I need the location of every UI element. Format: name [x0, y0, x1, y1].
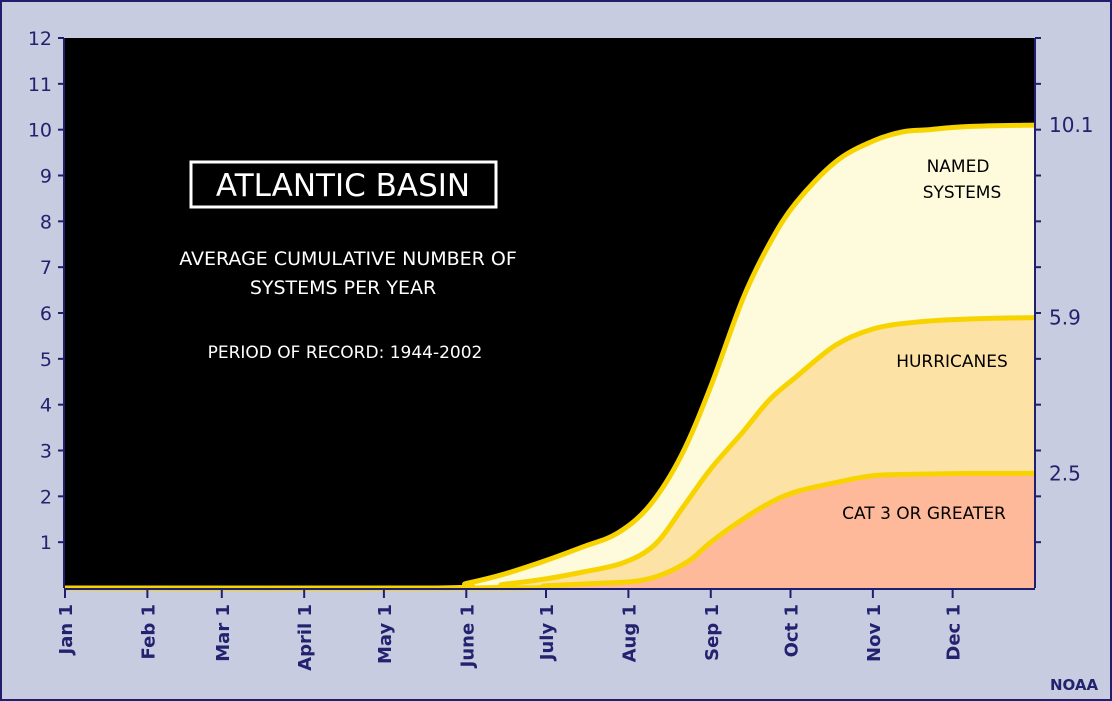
- y-tick-label: 5: [40, 349, 52, 371]
- series-label-named-line2: SYSTEMS: [923, 183, 1002, 203]
- x-tick-label: June 1: [457, 604, 478, 669]
- y-tick-label: 8: [40, 211, 52, 233]
- chart-subtitle-line1: AVERAGE CUMULATIVE NUMBER OF: [179, 248, 517, 270]
- series-label-cat3: CAT 3 OR GREATER: [842, 504, 1006, 524]
- y-tick-label: 2: [40, 486, 52, 508]
- y-tick-label: 9: [40, 166, 52, 188]
- series-label-hurricanes: HURRICANES: [896, 352, 1008, 372]
- x-tick-label: Oct 1: [782, 604, 803, 657]
- x-tick-label: April 1: [295, 604, 316, 671]
- right-value-label: 10.1: [1049, 113, 1094, 137]
- x-tick-label: Feb 1: [138, 604, 159, 659]
- y-tick-label: 11: [28, 74, 52, 96]
- x-tick-label: Sep 1: [702, 604, 723, 661]
- x-tick-label: Mar 1: [213, 604, 234, 662]
- credit-noaa: NOAA: [1050, 676, 1099, 694]
- y-tick-label: 4: [40, 395, 52, 417]
- chart-subtitle-line2: SYSTEMS PER YEAR: [250, 277, 436, 299]
- right-axis-values: 10.1 5.9 2.5: [1034, 37, 1094, 588]
- series-lines-group: [64, 122, 1036, 591]
- y-tick-label: 6: [40, 303, 52, 325]
- x-tick-label: Nov 1: [864, 604, 885, 662]
- y-tick-label: 12: [28, 28, 52, 50]
- x-tick-label: Jan 1: [56, 604, 77, 656]
- x-tick-label: Aug 1: [619, 604, 640, 662]
- y-tick-label: 1: [40, 532, 52, 554]
- title-box: [189, 160, 498, 209]
- area-series-group: [65, 125, 1035, 589]
- chart-title: ATLANTIC BASIN: [216, 168, 470, 204]
- y-tick-label: 3: [40, 441, 52, 463]
- right-value-label: 5.9: [1049, 306, 1081, 330]
- x-axis: Jan 1 Feb 1 Mar 1 April 1 May 1 June 1 July 1 A…: [56, 588, 1035, 671]
- area-cat-3-or-greater: [65, 473, 1035, 589]
- period-of-record: PERIOD OF RECORD: 1944-2002: [208, 343, 483, 363]
- right-value-label: 2.5: [1049, 461, 1081, 485]
- y-tick-label: 7: [40, 257, 52, 279]
- line-named-systems: [64, 122, 1036, 591]
- x-tick-label: July 1: [537, 604, 558, 662]
- y-tick-label: 10: [28, 120, 52, 142]
- series-label-named-line1: NAMED: [927, 157, 990, 177]
- x-tick-label: Dec 1: [944, 604, 965, 661]
- x-tick-label: May 1: [375, 604, 396, 664]
- line-cat-3-or-greater: [64, 470, 1036, 591]
